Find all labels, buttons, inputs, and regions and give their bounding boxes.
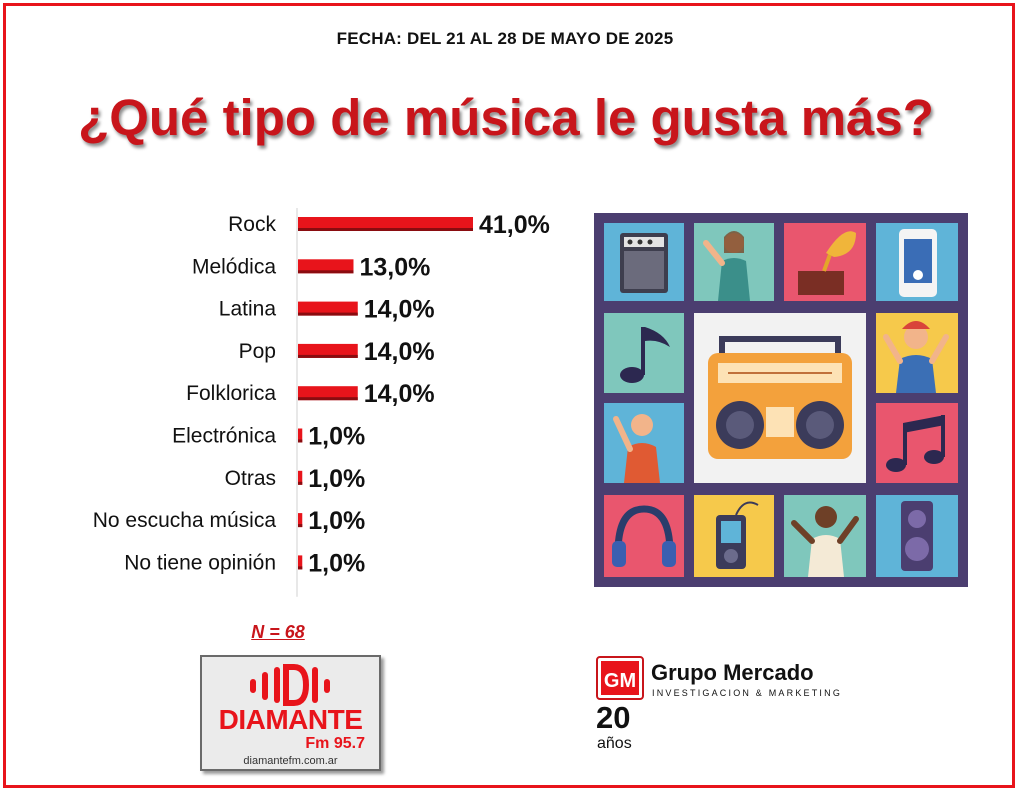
category-label: Latina: [219, 298, 277, 321]
category-label: Pop: [239, 340, 276, 363]
bar-shade: [298, 566, 303, 570]
data-label: 14,0%: [364, 380, 435, 408]
gm-mark-icon: GM: [596, 656, 644, 700]
bar: [298, 428, 303, 443]
music-illustration: [594, 213, 968, 587]
grupo-mercado-logo: GM Grupo Mercado INVESTIGACION & MARKETI…: [596, 654, 856, 754]
survey-date: FECHA: DEL 21 AL 28 DE MAYO DE 2025: [336, 29, 674, 48]
data-label: 41,0%: [479, 211, 550, 239]
man-cheering-icon: [876, 313, 958, 393]
man-pointing-icon: [604, 403, 684, 483]
mp3-player-icon: [694, 495, 774, 577]
data-label: 14,0%: [364, 296, 435, 324]
bar-shade: [298, 439, 303, 443]
phone-player-icon: [876, 223, 958, 301]
gm-tagline: INVESTIGACION & MARKETING: [652, 688, 843, 698]
boombox-icon: [694, 313, 866, 483]
bar: [298, 217, 473, 231]
data-label: 1,0%: [308, 465, 365, 493]
bar-shade: [298, 397, 358, 401]
bar-shade: [298, 354, 358, 358]
headphones-icon: [604, 495, 684, 577]
data-label: 1,0%: [308, 423, 365, 451]
bar: [298, 301, 358, 316]
bar: [298, 555, 303, 570]
bar-shade: [298, 312, 358, 316]
bar: [298, 386, 358, 401]
signal-bars-icon: [250, 664, 330, 706]
category-label: No tiene opinión: [124, 551, 276, 574]
data-label: 13,0%: [359, 253, 430, 281]
bar: [298, 513, 303, 528]
category-label: Otras: [225, 467, 276, 490]
bar-chart: Rock 41,0% Melódica 13,0% Latina 14,0% Pop 14,0…: [93, 208, 550, 597]
category-label: Melódica: [192, 255, 276, 278]
bar: [298, 470, 303, 485]
data-label: 1,0%: [308, 507, 365, 535]
diamante-logo: DIAMANTE Fm 95.7 diamantefm.com.ar: [200, 655, 381, 771]
gm-name: Grupo Mercado: [651, 660, 814, 685]
diamante-url: diamantefm.com.ar: [243, 755, 338, 767]
bar-shade: [298, 228, 473, 231]
page-border: [3, 3, 1015, 788]
gramophone-icon: [784, 223, 866, 301]
bar-shade: [298, 481, 303, 485]
sample-size: N = 68: [251, 622, 305, 642]
data-label: 14,0%: [364, 338, 435, 366]
data-label: 1,0%: [308, 549, 365, 577]
amplifier-icon: [604, 223, 684, 301]
bar: [298, 343, 358, 358]
gm-mark-text: GM: [604, 670, 636, 692]
music-note-icon: [604, 313, 684, 393]
speaker-icon: [876, 495, 958, 577]
diamante-name: DIAMANTE: [218, 704, 363, 735]
category-label: Electrónica: [172, 425, 276, 448]
double-note-icon: [876, 403, 958, 483]
gm-years-word: años: [597, 735, 632, 752]
man-dancing-icon: [784, 495, 866, 577]
page-title: ¿Qué tipo de música le gusta más?: [78, 89, 934, 146]
category-label: No escucha música: [93, 509, 277, 532]
gm-years-number: 20: [596, 700, 631, 735]
diamante-frequency: Fm 95.7: [305, 735, 365, 752]
woman-dancing-icon: [694, 223, 774, 301]
bar: [298, 259, 354, 274]
category-label: Rock: [228, 213, 276, 236]
bar-shade: [298, 270, 354, 274]
bar-shade: [298, 524, 303, 528]
category-label: Folklorica: [186, 382, 276, 405]
